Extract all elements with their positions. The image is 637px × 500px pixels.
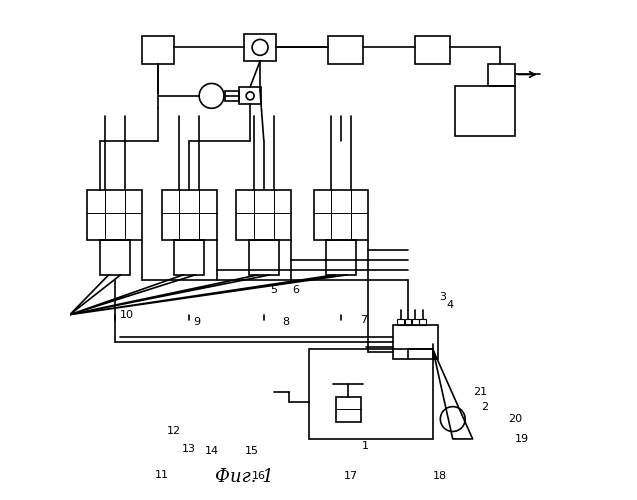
Bar — [397, 318, 404, 324]
Text: 2: 2 — [482, 402, 489, 411]
Text: 19: 19 — [515, 434, 529, 444]
Text: 20: 20 — [508, 414, 522, 424]
Bar — [225, 91, 239, 101]
Bar — [175, 240, 204, 275]
Text: 14: 14 — [204, 446, 218, 456]
Text: 17: 17 — [344, 471, 358, 481]
Bar — [313, 190, 368, 240]
Text: 21: 21 — [473, 386, 487, 396]
Bar — [236, 190, 291, 240]
Text: 11: 11 — [155, 470, 169, 480]
Text: 7: 7 — [360, 314, 367, 324]
Bar — [336, 396, 361, 421]
Text: 3: 3 — [440, 292, 447, 302]
Bar — [244, 34, 276, 61]
Text: 4: 4 — [447, 300, 454, 310]
Text: 8: 8 — [283, 317, 290, 327]
Text: 5: 5 — [270, 285, 277, 295]
Bar — [393, 324, 438, 360]
Text: 1: 1 — [362, 442, 369, 452]
Bar — [100, 240, 129, 275]
Text: 6: 6 — [292, 285, 299, 295]
Text: 18: 18 — [433, 471, 447, 481]
Bar — [239, 87, 261, 104]
Bar — [455, 86, 515, 136]
Text: 12: 12 — [168, 426, 182, 436]
Bar — [412, 318, 419, 324]
Text: 16: 16 — [252, 471, 266, 481]
Text: 9: 9 — [193, 317, 200, 327]
Bar — [308, 350, 433, 439]
Bar — [162, 190, 217, 240]
Bar — [326, 240, 356, 275]
Bar — [142, 36, 175, 64]
Text: 15: 15 — [245, 446, 259, 456]
Text: 10: 10 — [120, 310, 134, 320]
Bar — [329, 36, 363, 64]
Bar — [87, 190, 142, 240]
Bar — [415, 36, 450, 64]
Bar — [487, 64, 515, 86]
Text: Фиг. 1: Фиг. 1 — [215, 468, 273, 486]
Bar — [419, 318, 426, 324]
Bar — [404, 318, 412, 324]
Text: 13: 13 — [182, 444, 196, 454]
Bar — [249, 240, 279, 275]
